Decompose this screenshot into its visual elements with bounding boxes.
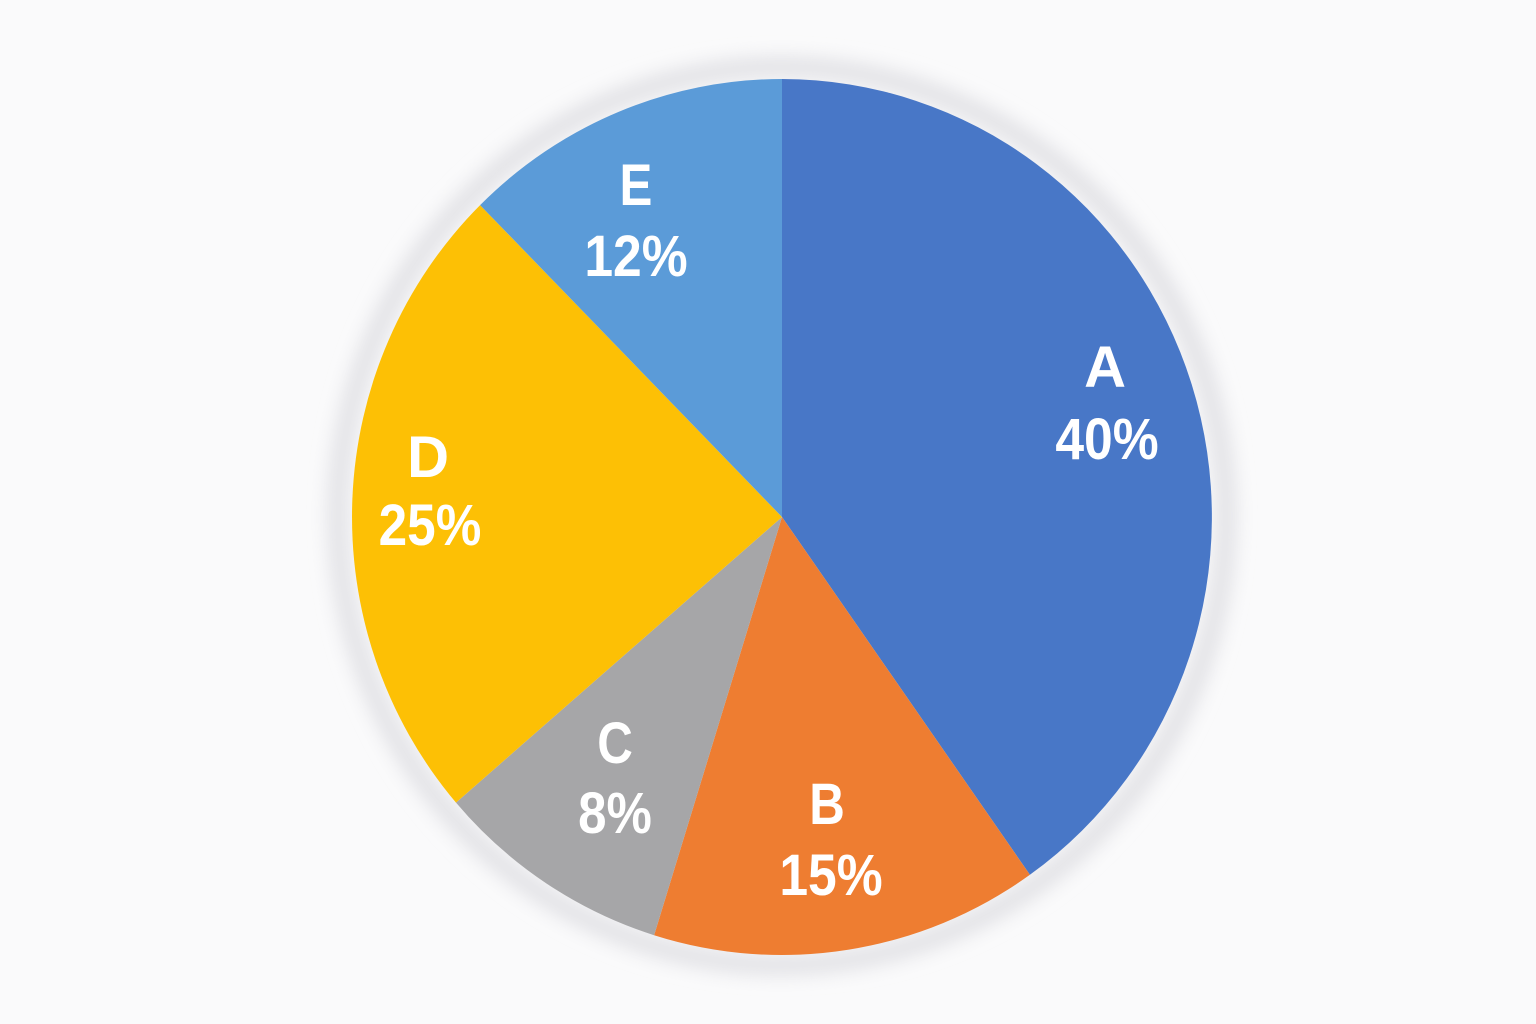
- svg-text:25%: 25%: [379, 492, 482, 558]
- svg-text:8%: 8%: [578, 781, 652, 846]
- svg-text:40%: 40%: [1055, 406, 1158, 471]
- svg-text:15%: 15%: [779, 842, 882, 907]
- svg-text:C: C: [597, 711, 633, 776]
- svg-text:D: D: [407, 425, 449, 490]
- svg-text:A: A: [1084, 335, 1126, 400]
- svg-text:B: B: [809, 772, 845, 837]
- svg-text:E: E: [620, 153, 653, 218]
- svg-text:12%: 12%: [584, 223, 687, 288]
